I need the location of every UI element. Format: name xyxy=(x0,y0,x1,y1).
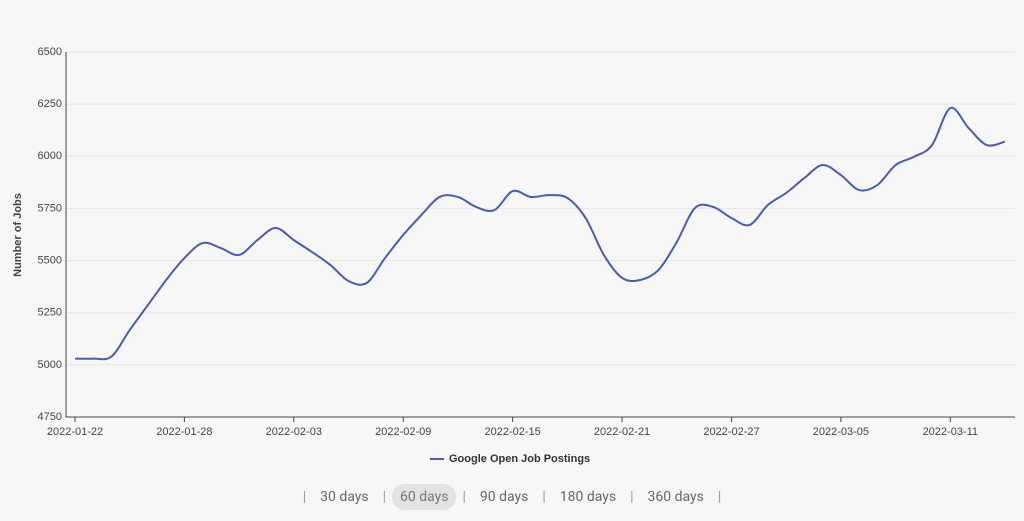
x-tick-label: 2022-02-15 xyxy=(485,426,541,438)
y-tick-label: 5000 xyxy=(38,359,62,371)
range-button[interactable]: 180 days xyxy=(559,489,617,505)
separator: | xyxy=(630,489,634,505)
range-button[interactable]: 360 days xyxy=(647,489,704,505)
data-line xyxy=(74,106,1006,361)
y-tick-label: 5500 xyxy=(38,254,62,266)
separator: | xyxy=(302,489,307,505)
y-tick-label: 6000 xyxy=(38,150,62,162)
y-tick-label: 6500 xyxy=(38,46,62,58)
y-tick-label: 5750 xyxy=(38,202,62,214)
legend-label: Google Open Job Postings xyxy=(449,453,590,465)
x-tick-label: 2022-03-05 xyxy=(813,426,869,438)
x-tick-label: 2022-01-28 xyxy=(156,426,212,438)
x-tick-label: 2022-02-03 xyxy=(266,426,322,438)
range-button[interactable]: 60 days xyxy=(392,484,457,510)
y-tick-label: 4750 xyxy=(38,411,62,423)
separator: | xyxy=(382,489,386,505)
x-tick-label: 2022-02-21 xyxy=(594,426,650,438)
range-selector: | 30 days | 60 days | 90 days | 180 days | 360 da… xyxy=(0,484,1024,510)
separator: | xyxy=(462,489,466,505)
range-button[interactable]: 30 days xyxy=(320,489,369,505)
separator: | xyxy=(542,489,546,505)
y-tick-label: 6250 xyxy=(38,98,62,110)
x-tick-label: 2022-03-11 xyxy=(923,426,978,438)
y-tick-label: 5250 xyxy=(38,307,62,319)
separator: | xyxy=(717,489,722,505)
x-tick-label: 2022-02-09 xyxy=(375,426,431,438)
chart: Number of Jobs Google Open Job Postings … xyxy=(12,46,1015,465)
legend: Google Open Job Postings xyxy=(430,453,590,465)
range-button[interactable]: 90 days xyxy=(479,489,529,505)
y-axis-label: Number of Jobs xyxy=(12,193,24,277)
x-tick-label: 2022-02-27 xyxy=(703,426,759,438)
x-tick-label: 2022-01-22 xyxy=(47,426,103,438)
